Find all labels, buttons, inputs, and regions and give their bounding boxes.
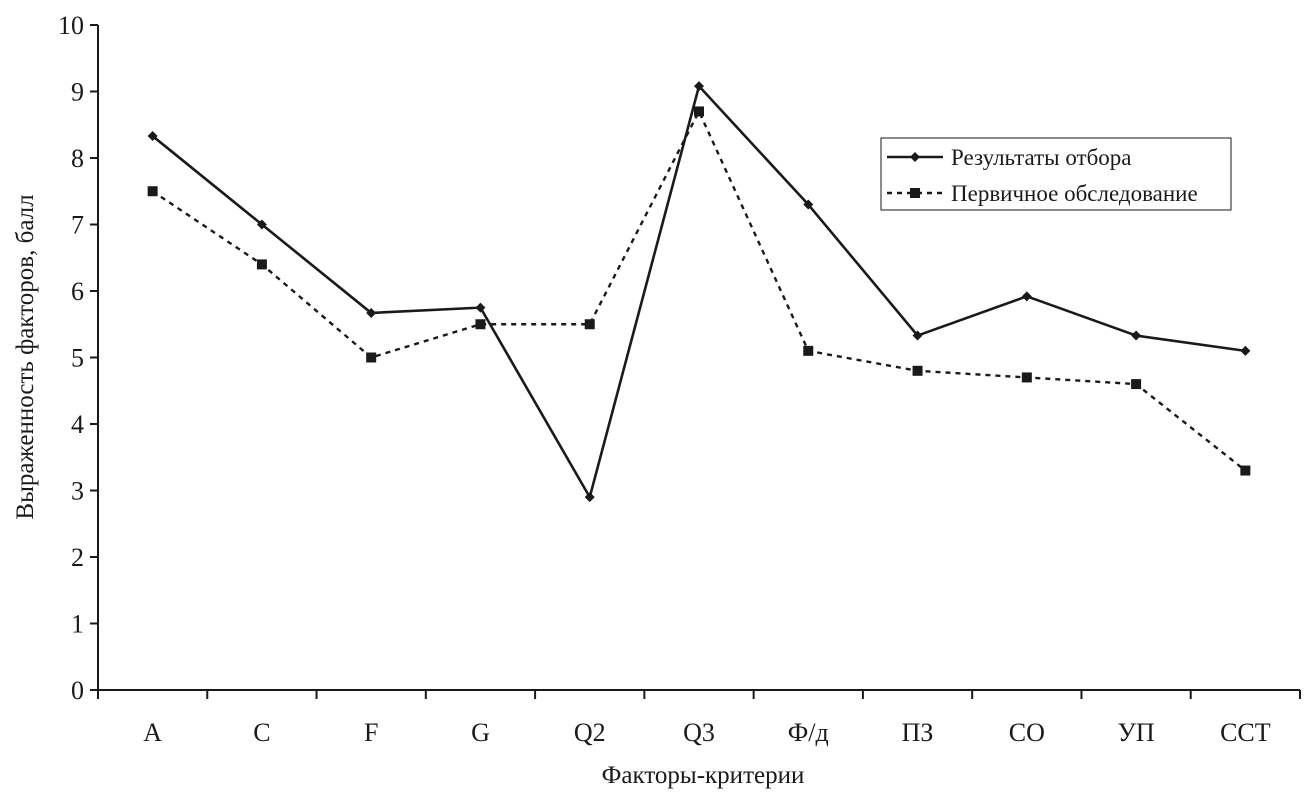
x-tick-label: A [143, 718, 162, 747]
x-tick-label: СО [1009, 718, 1045, 747]
x-tick-label: Ф/д [788, 718, 829, 747]
x-tick-label: ПЗ [902, 718, 934, 747]
y-axis-title: Выраженность факторов, балл [12, 194, 39, 519]
data-point-diamond [803, 199, 814, 210]
x-tick-label: ССТ [1220, 718, 1271, 747]
data-point-square [912, 365, 923, 376]
data-point-square [1131, 379, 1142, 390]
y-tick-label: 6 [71, 277, 84, 306]
series-2 [147, 106, 1251, 476]
y-tick-label: 0 [71, 676, 84, 705]
y-tick-label: 4 [71, 410, 84, 439]
x-tick-label: Q2 [574, 718, 606, 747]
data-point-square [1021, 372, 1032, 383]
data-point-diamond [1021, 291, 1032, 302]
series-lines [147, 81, 1251, 503]
y-tick-label: 1 [71, 610, 84, 639]
data-point-diamond [910, 152, 920, 162]
legend-item-1: Результаты отбора [887, 145, 1132, 170]
data-point-square [366, 352, 377, 363]
data-point-square [1240, 465, 1251, 476]
legend: Результаты отбора Первичное обследование [880, 137, 1232, 211]
y-tick-label: 3 [71, 477, 84, 506]
data-point-diamond [912, 330, 923, 341]
data-point-diamond [1240, 345, 1251, 356]
data-point-diamond [475, 302, 486, 313]
data-point-diamond [694, 81, 704, 92]
data-point-square [910, 188, 920, 198]
legend-box [880, 137, 1232, 211]
x-tick-label: G [471, 718, 490, 747]
legend-label: Первичное обследование [951, 181, 1198, 206]
y-tick-label: 7 [71, 211, 84, 240]
series-1 [147, 81, 1251, 503]
data-point-diamond [256, 219, 267, 230]
data-point-diamond [366, 307, 377, 318]
y-axis: 0 1 2 3 4 5 6 7 8 9 10 [58, 11, 99, 705]
y-tick-label: 9 [71, 78, 84, 107]
data-point-diamond [147, 131, 158, 142]
data-point-diamond [584, 492, 595, 503]
data-point-square [694, 106, 704, 117]
x-axis-title: Факторы-критерии [602, 762, 805, 789]
data-point-diamond [1131, 330, 1142, 341]
y-tick-label: 2 [71, 543, 84, 572]
legend-label: Результаты отбора [951, 145, 1132, 170]
legend-item-2: Первичное обследование [887, 181, 1198, 206]
x-tick-label: Q3 [683, 718, 715, 747]
data-point-square [256, 259, 267, 270]
y-tick-label: 10 [58, 11, 84, 40]
data-point-square [584, 319, 595, 330]
data-point-square [147, 186, 158, 197]
y-tick-label: 8 [71, 144, 84, 173]
x-tick-label: УП [1117, 718, 1154, 747]
x-tick-label: F [364, 718, 378, 747]
x-tick-label: C [253, 718, 270, 747]
y-tick-label: 5 [71, 344, 84, 373]
x-axis: A C F G Q2 Q3 Ф/д ПЗ СО УП ССТ [97, 689, 1301, 747]
data-point-square [475, 319, 486, 330]
data-point-square [803, 345, 814, 356]
